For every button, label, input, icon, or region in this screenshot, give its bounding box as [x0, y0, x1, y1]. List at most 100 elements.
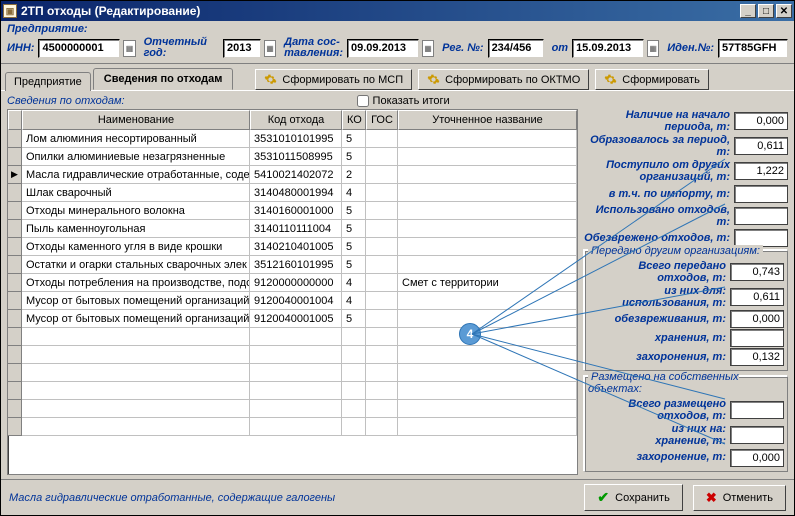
cancel-button[interactable]: ✖Отменить: [693, 485, 786, 511]
inn-label: ИНН:: [7, 42, 34, 54]
header-fields: ИНН: ▦ Отчетный год: ▦ Дата сос- тавлени…: [7, 37, 788, 59]
cell: [398, 184, 577, 202]
val-obr[interactable]: [734, 137, 788, 155]
cell: Масла гидравлические отработанные, соде: [22, 166, 250, 184]
table-row[interactable]: Отходы минерального волокна3140160001000…: [8, 202, 577, 220]
inn-lookup-icon[interactable]: ▦: [123, 40, 135, 57]
data-grid[interactable]: Наименование Код отхода КО ГОС Уточненно…: [7, 109, 578, 475]
val-imp[interactable]: [734, 185, 788, 203]
close-button[interactable]: ✕: [776, 4, 792, 18]
cell: [366, 184, 398, 202]
date1-cal-icon[interactable]: ▦: [422, 40, 434, 57]
date1-input[interactable]: [347, 39, 419, 58]
show-totals-checkbox[interactable]: Показать итоги: [357, 95, 450, 107]
col-gos[interactable]: ГОС: [366, 110, 398, 130]
maximize-button[interactable]: □: [758, 4, 774, 18]
cell: [366, 256, 398, 274]
tab-waste-info[interactable]: Сведения по отходам: [93, 68, 234, 90]
btn-form-oktmo[interactable]: Сформировать по ОКТМО: [418, 69, 589, 90]
gear-icon: [264, 73, 277, 86]
val-izn2[interactable]: [730, 426, 784, 444]
lbl-izn: из них для: использования, т:: [622, 285, 726, 309]
reg-input[interactable]: [488, 39, 544, 58]
val-vsego[interactable]: [730, 263, 784, 281]
lbl-zah: захоронения, т:: [636, 351, 726, 363]
cell: 4: [342, 274, 366, 292]
val-hran[interactable]: [730, 329, 784, 347]
date2-input[interactable]: [572, 39, 644, 58]
app-window: ▣ 2ТП отходы (Редактирование) _ □ ✕ Пред…: [0, 0, 795, 516]
cell: 2: [342, 166, 366, 184]
cell: 9120000000000: [250, 274, 342, 292]
year-cal-icon[interactable]: ▦: [264, 40, 276, 57]
table-row[interactable]: Лом алюминия несортированный353101010199…: [8, 130, 577, 148]
table-row[interactable]: ▶Масла гидравлические отработанные, соде…: [8, 166, 577, 184]
cell: 5: [342, 310, 366, 328]
val-isp[interactable]: [734, 207, 788, 225]
lbl-vsego: Всего передано отходов, т:: [588, 260, 726, 284]
tab-row: Предприятие Сведения по отходам Сформиро…: [1, 64, 794, 91]
ot-label: от: [552, 42, 569, 54]
table-row[interactable]: Опилки алюминиевые незагрязненные3531011…: [8, 148, 577, 166]
val-obezv2[interactable]: [730, 310, 784, 328]
table-row[interactable]: Мусор от бытовых помещений организаций91…: [8, 310, 577, 328]
table-row[interactable]: Пыль каменноугольная31401101110045: [8, 220, 577, 238]
table-row[interactable]: Отходы каменного угля в виде крошки31402…: [8, 238, 577, 256]
cell: Отходы каменного угля в виде крошки: [22, 238, 250, 256]
cell: [398, 166, 577, 184]
cell: [366, 292, 398, 310]
lbl-obezv2: обезвреживания, т:: [615, 313, 726, 325]
minimize-button[interactable]: _: [740, 4, 756, 18]
col-code[interactable]: Код отхода: [250, 110, 342, 130]
year-label: Отчетный год:: [144, 37, 219, 59]
check-icon: ✔: [597, 489, 609, 506]
cell: Мусор от бытовых помещений организаций: [22, 310, 250, 328]
val-zah[interactable]: [730, 348, 784, 366]
val-izn[interactable]: [730, 288, 784, 306]
table-row[interactable]: Мусор от бытовых помещений организаций91…: [8, 292, 577, 310]
lbl-zah2: захоронение, т:: [636, 451, 726, 463]
inn-input[interactable]: [38, 39, 120, 58]
app-icon: ▣: [3, 4, 17, 18]
table-row[interactable]: Шлак сварочный31404800019944: [8, 184, 577, 202]
col-ext[interactable]: Уточненное название: [398, 110, 577, 130]
lbl-imp: в т.ч. по импорту, т:: [609, 188, 730, 200]
cell: [398, 220, 577, 238]
grid-header: Наименование Код отхода КО ГОС Уточненно…: [8, 110, 577, 130]
table-row[interactable]: Остатки и огарки стальных сварочных элек…: [8, 256, 577, 274]
table-row-empty: [8, 364, 577, 382]
cell: [366, 238, 398, 256]
row-marker: ▶: [8, 166, 22, 184]
grid-body[interactable]: Лом алюминия несортированный353101010199…: [8, 130, 577, 474]
col-ko[interactable]: КО: [342, 110, 366, 130]
val-post[interactable]: [734, 162, 788, 180]
grid-header-row: Сведения по отходам: Показать итоги: [7, 95, 788, 107]
cell: [398, 202, 577, 220]
col-name[interactable]: Наименование: [22, 110, 250, 130]
cell: 3140480001994: [250, 184, 342, 202]
year-input[interactable]: [223, 39, 261, 58]
header-panel: Предприятие: ИНН: ▦ Отчетный год: ▦ Дата…: [1, 21, 794, 64]
val-zah2[interactable]: [730, 449, 784, 467]
btn-form-msp[interactable]: Сформировать по МСП: [255, 69, 412, 90]
cell: Отходы потребления на производстве, подо: [22, 274, 250, 292]
row-marker: [8, 130, 22, 148]
cell: [398, 148, 577, 166]
lbl-nal-end: Наличие на конец периода, т:: [584, 475, 730, 476]
btn-form[interactable]: Сформировать: [595, 69, 709, 90]
save-button[interactable]: ✔Сохранить: [584, 484, 682, 511]
show-totals-input[interactable]: [357, 95, 369, 107]
val-nal-beg[interactable]: [734, 112, 788, 130]
cell: Мусор от бытовых помещений организаций: [22, 292, 250, 310]
tab-enterprise[interactable]: Предприятие: [5, 72, 91, 91]
date1-label: Дата сос- тавления:: [284, 37, 343, 59]
date2-cal-icon[interactable]: ▦: [647, 40, 659, 57]
cell: Пыль каменноугольная: [22, 220, 250, 238]
val-vsr[interactable]: [730, 401, 784, 419]
cell: 3531010101995: [250, 130, 342, 148]
iden-input[interactable]: [718, 39, 788, 58]
lbl-obr: Образовалось за период, т:: [584, 134, 730, 158]
table-row[interactable]: Отходы потребления на производстве, подо…: [8, 274, 577, 292]
table-row-empty: [8, 328, 577, 346]
fs-placed: Размещено на собственных объектах: Всего…: [584, 376, 788, 471]
